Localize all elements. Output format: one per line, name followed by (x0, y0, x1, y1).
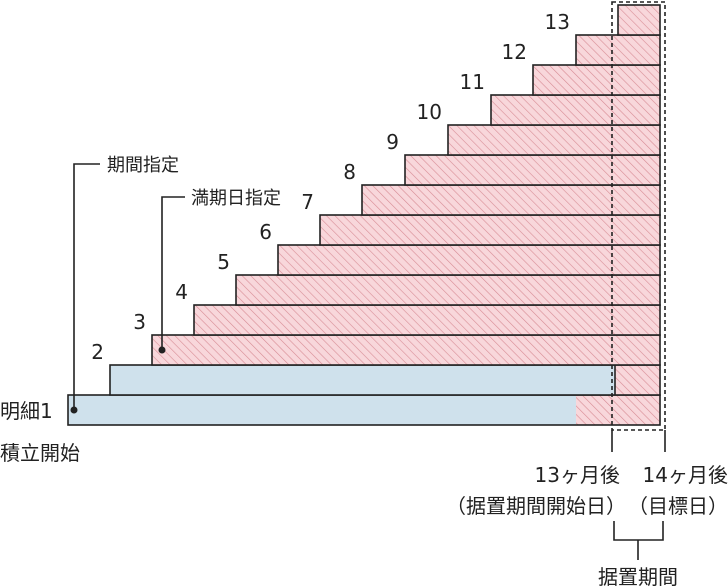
bar-row-1-deferral (576, 395, 660, 425)
month14-label: 14ヶ月後 (643, 463, 728, 487)
month13-note: （据置期間開始日） (446, 494, 626, 518)
row-number-9: 9 (386, 130, 399, 154)
bar-row-10 (447, 124, 661, 156)
bar-row-13 (575, 34, 661, 66)
row-number-5: 5 (217, 250, 230, 274)
maturity-spec-leader (161, 196, 185, 350)
bar-row-2-savings (110, 365, 615, 395)
row-number-8: 8 (343, 160, 356, 184)
row-number-12: 12 (502, 40, 527, 64)
deferral-period-label: 据置期間 (598, 565, 678, 587)
row-number-4: 4 (175, 280, 188, 304)
maturity-spec-dot (158, 346, 166, 354)
bar-row-5 (235, 274, 661, 306)
row-number-3: 3 (133, 310, 146, 334)
row-number-14: 14 (587, 0, 612, 4)
bar-row-9 (404, 154, 661, 186)
bar-row-3 (151, 334, 661, 366)
period-spec-label: 期間指定 (107, 155, 179, 176)
bar-row-11 (490, 94, 661, 126)
bar-row-2-deferral (615, 365, 660, 395)
bar-row-6 (277, 244, 661, 276)
bar-row-12 (532, 64, 661, 96)
bar-row-8 (361, 184, 661, 216)
row-number-7: 7 (301, 190, 314, 214)
row-number-2: 2 (91, 340, 104, 364)
month13-label: 13ヶ月後 (535, 463, 620, 487)
deferral-bracket (613, 521, 664, 541)
row-number-10: 10 (417, 100, 442, 124)
row-number-11: 11 (460, 70, 485, 94)
bar-row-14 (617, 4, 661, 36)
bar-row-7 (319, 214, 661, 246)
bar-row-4 (193, 304, 661, 336)
row-number-13: 13 (545, 10, 570, 34)
month14-note: （目標日） (628, 494, 728, 518)
row-start-label: 明細1 (0, 399, 53, 423)
bars-group: 2 3 4 5 6 7 8 9 10 11 12 13 14 (67, 0, 661, 426)
maturity-spec-label: 満期日指定 (191, 188, 281, 209)
bar-row-1-savings (68, 395, 576, 425)
row-number-6: 6 (259, 220, 272, 244)
period-spec-dot (70, 406, 78, 414)
deferral-dashed-box (611, 1, 666, 431)
start-note-label: 積立開始 (0, 441, 80, 465)
period-spec-leader (73, 163, 100, 409)
